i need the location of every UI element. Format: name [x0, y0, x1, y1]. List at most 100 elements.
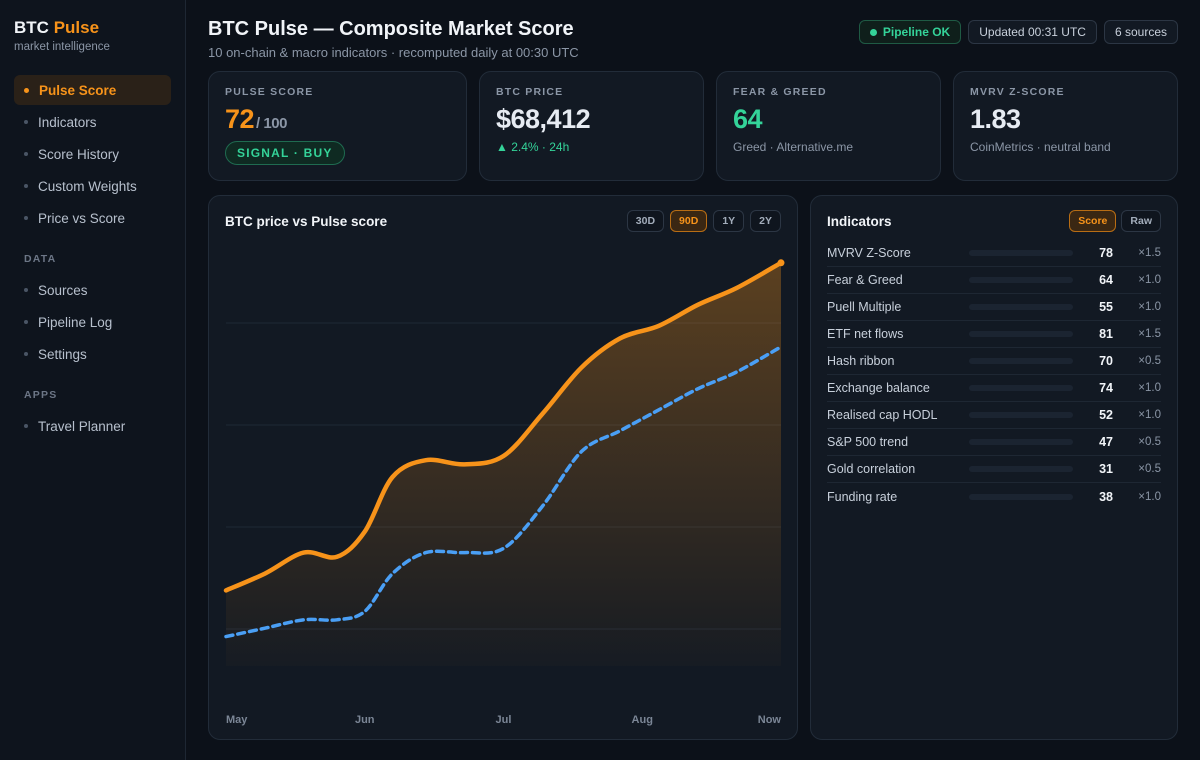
range-2y-button[interactable]: 2Y: [750, 210, 781, 232]
indicator-name: Hash ribbon: [827, 354, 895, 368]
nav-bullet-icon: [24, 424, 28, 428]
status-dot-icon: [869, 28, 877, 36]
nav-section-apps: APPS: [24, 389, 58, 401]
indicator-row[interactable]: Hash ribbon 70 ×0.5: [827, 348, 1161, 375]
indicator-row[interactable]: S&P 500 trend 47 ×0.5: [827, 429, 1161, 456]
nav-item-indicators[interactable]: Indicators: [14, 107, 171, 137]
main-nav: Pulse Score Indicators Score History Cus…: [14, 75, 171, 441]
indicator-score: 74: [1099, 381, 1113, 395]
indicator-list: MVRV Z-Score 78 ×1.5 Fear & Greed 64 ×1.0 Puel…: [827, 240, 1161, 510]
indicator-score-bar: [969, 358, 1073, 364]
nav-item-label: Sources: [38, 282, 88, 298]
indicator-score: 81: [1099, 327, 1113, 341]
mvrv-card: MVRV Z-SCORE 1.83 CoinMetrics · neutral …: [953, 71, 1178, 181]
nav-item-pipeline-log[interactable]: Pipeline Log: [14, 307, 171, 337]
range-1y-button[interactable]: 1Y: [713, 210, 745, 232]
range-selector: 30D 90D 1Y 2Y: [626, 210, 781, 232]
indicators-card: Indicators Score Raw MVRV Z-Score 78 ×1.5 F…: [810, 195, 1178, 740]
indicator-name: Fear & Greed: [827, 273, 903, 287]
nav-item-score-history[interactable]: Score History: [14, 139, 171, 169]
price-series-line: [223, 260, 784, 593]
brand-subtitle: market intelligence: [14, 41, 110, 53]
indicator-row[interactable]: ETF net flows 81 ×1.5: [827, 321, 1161, 348]
indicator-row[interactable]: Funding rate 38 ×1.0: [827, 483, 1161, 510]
nav-item-sources[interactable]: Sources: [14, 275, 171, 305]
fear-greed-sub: Greed · Alternative.me: [733, 140, 854, 154]
indicator-name: Realised cap HODL: [827, 408, 938, 422]
indicator-score: 31: [1099, 462, 1113, 476]
signal-badge: SIGNAL · BUY: [225, 141, 345, 165]
nav-item-label: Custom Weights: [38, 178, 137, 194]
pipeline-status-label: Pipeline OK: [882, 25, 951, 39]
indicator-name: S&P 500 trend: [827, 435, 909, 449]
nav-item-pulse-score[interactable]: Pulse Score: [14, 75, 171, 105]
page-title: BTC Pulse — Composite Market Score: [208, 18, 574, 40]
score-raw-toggle: Score Raw: [1069, 210, 1161, 232]
x-tick-label: Aug: [632, 714, 653, 726]
indicator-row[interactable]: Realised cap HODL 52 ×1.0: [827, 402, 1161, 429]
indicator-weight: ×1.0: [1138, 490, 1161, 503]
price-area-fill: [226, 262, 781, 666]
sources-badge[interactable]: 6 sources: [1103, 20, 1178, 44]
nav-bullet-icon: [24, 87, 29, 93]
indicator-score-bar: [969, 277, 1073, 283]
pulse-score-card: PULSE SCORE 72/ 100 SIGNAL · BUY: [208, 71, 467, 181]
indicator-score: 52: [1099, 408, 1113, 422]
indicator-row[interactable]: Puell Multiple 55 ×1.0: [827, 294, 1161, 321]
pulse-score-max: / 100: [256, 115, 287, 132]
nav-bullet-icon: [24, 320, 28, 324]
score-toggle-button[interactable]: Score: [1069, 210, 1117, 232]
nav-bullet-icon: [24, 152, 28, 156]
nav-item-label: Score History: [38, 146, 120, 162]
kpi-label: MVRV Z-SCORE: [970, 86, 1065, 98]
indicator-score: 78: [1099, 246, 1113, 260]
indicator-score: 38: [1099, 489, 1113, 504]
indicator-row[interactable]: Exchange balance 74 ×1.0: [827, 375, 1161, 402]
nav-item-label: Pipeline Log: [38, 314, 113, 330]
chart-title: BTC price vs Pulse score: [225, 214, 388, 229]
nav-item-label: Settings: [38, 346, 87, 362]
indicator-weight: ×1.0: [1138, 301, 1161, 313]
indicator-score: 70: [1099, 354, 1113, 368]
range-30d-button[interactable]: 30D: [626, 210, 665, 232]
score-series-line: [224, 345, 783, 639]
indicator-name: Exchange balance: [827, 381, 930, 395]
nav-item-price-vs-score[interactable]: Price vs Score: [14, 203, 171, 233]
indicators-title: Indicators: [827, 214, 892, 229]
indicator-row[interactable]: MVRV Z-Score 78 ×1.5: [827, 240, 1161, 267]
indicator-weight: ×1.0: [1138, 409, 1161, 421]
indicator-weight: ×1.0: [1138, 382, 1161, 394]
brand-name: BTC: [14, 18, 49, 37]
x-tick-label: Jul: [496, 714, 512, 726]
indicator-score-bar: [969, 385, 1073, 391]
pulse-score-value: 72/ 100: [225, 104, 450, 135]
page-subtitle: 10 on-chain & macro indicators · recompu…: [208, 45, 579, 60]
indicator-weight: ×1.5: [1138, 247, 1161, 259]
indicator-row[interactable]: Fear & Greed 64 ×1.0: [827, 267, 1161, 294]
btc-price-change: ▲ 2.4% · 24h: [496, 140, 570, 154]
nav-item-travel-planner[interactable]: Travel Planner: [14, 411, 171, 441]
x-tick-label: Now: [758, 714, 782, 726]
sidebar: BTC Pulse market intelligence Pulse Scor…: [0, 0, 186, 760]
fear-greed-card: FEAR & GREED 64 Greed · Alternative.me: [716, 71, 941, 181]
indicator-score-bar: [969, 331, 1073, 337]
status-pills: Pipeline OK Updated 00:31 UTC 6 sources: [858, 20, 1178, 44]
nav-item-label: Travel Planner: [38, 418, 126, 434]
indicator-name: MVRV Z-Score: [827, 246, 911, 260]
nav-section-data: DATA: [24, 253, 57, 265]
x-tick-label: May: [226, 714, 248, 726]
nav-bullet-icon: [24, 216, 28, 220]
raw-toggle-button[interactable]: Raw: [1121, 210, 1161, 232]
price-vs-score-chart-card: May Jun Jul Aug Now BTC price vs Pulse score…: [208, 195, 798, 740]
indicator-row[interactable]: Gold correlation 31 ×0.5: [827, 456, 1161, 483]
nav-item-settings[interactable]: Settings: [14, 339, 171, 369]
nav-bullet-icon: [24, 120, 28, 124]
pipeline-status-badge[interactable]: Pipeline OK: [858, 20, 962, 44]
nav-bullet-icon: [24, 352, 28, 356]
brand-logo[interactable]: BTC Pulse: [14, 18, 171, 38]
indicator-name: Funding rate: [827, 489, 898, 504]
range-90d-button[interactable]: 90D: [670, 210, 708, 232]
nav-item-custom-weights[interactable]: Custom Weights: [14, 171, 171, 201]
x-tick-label: Jun: [355, 714, 375, 726]
indicator-weight: ×1.0: [1138, 274, 1161, 286]
